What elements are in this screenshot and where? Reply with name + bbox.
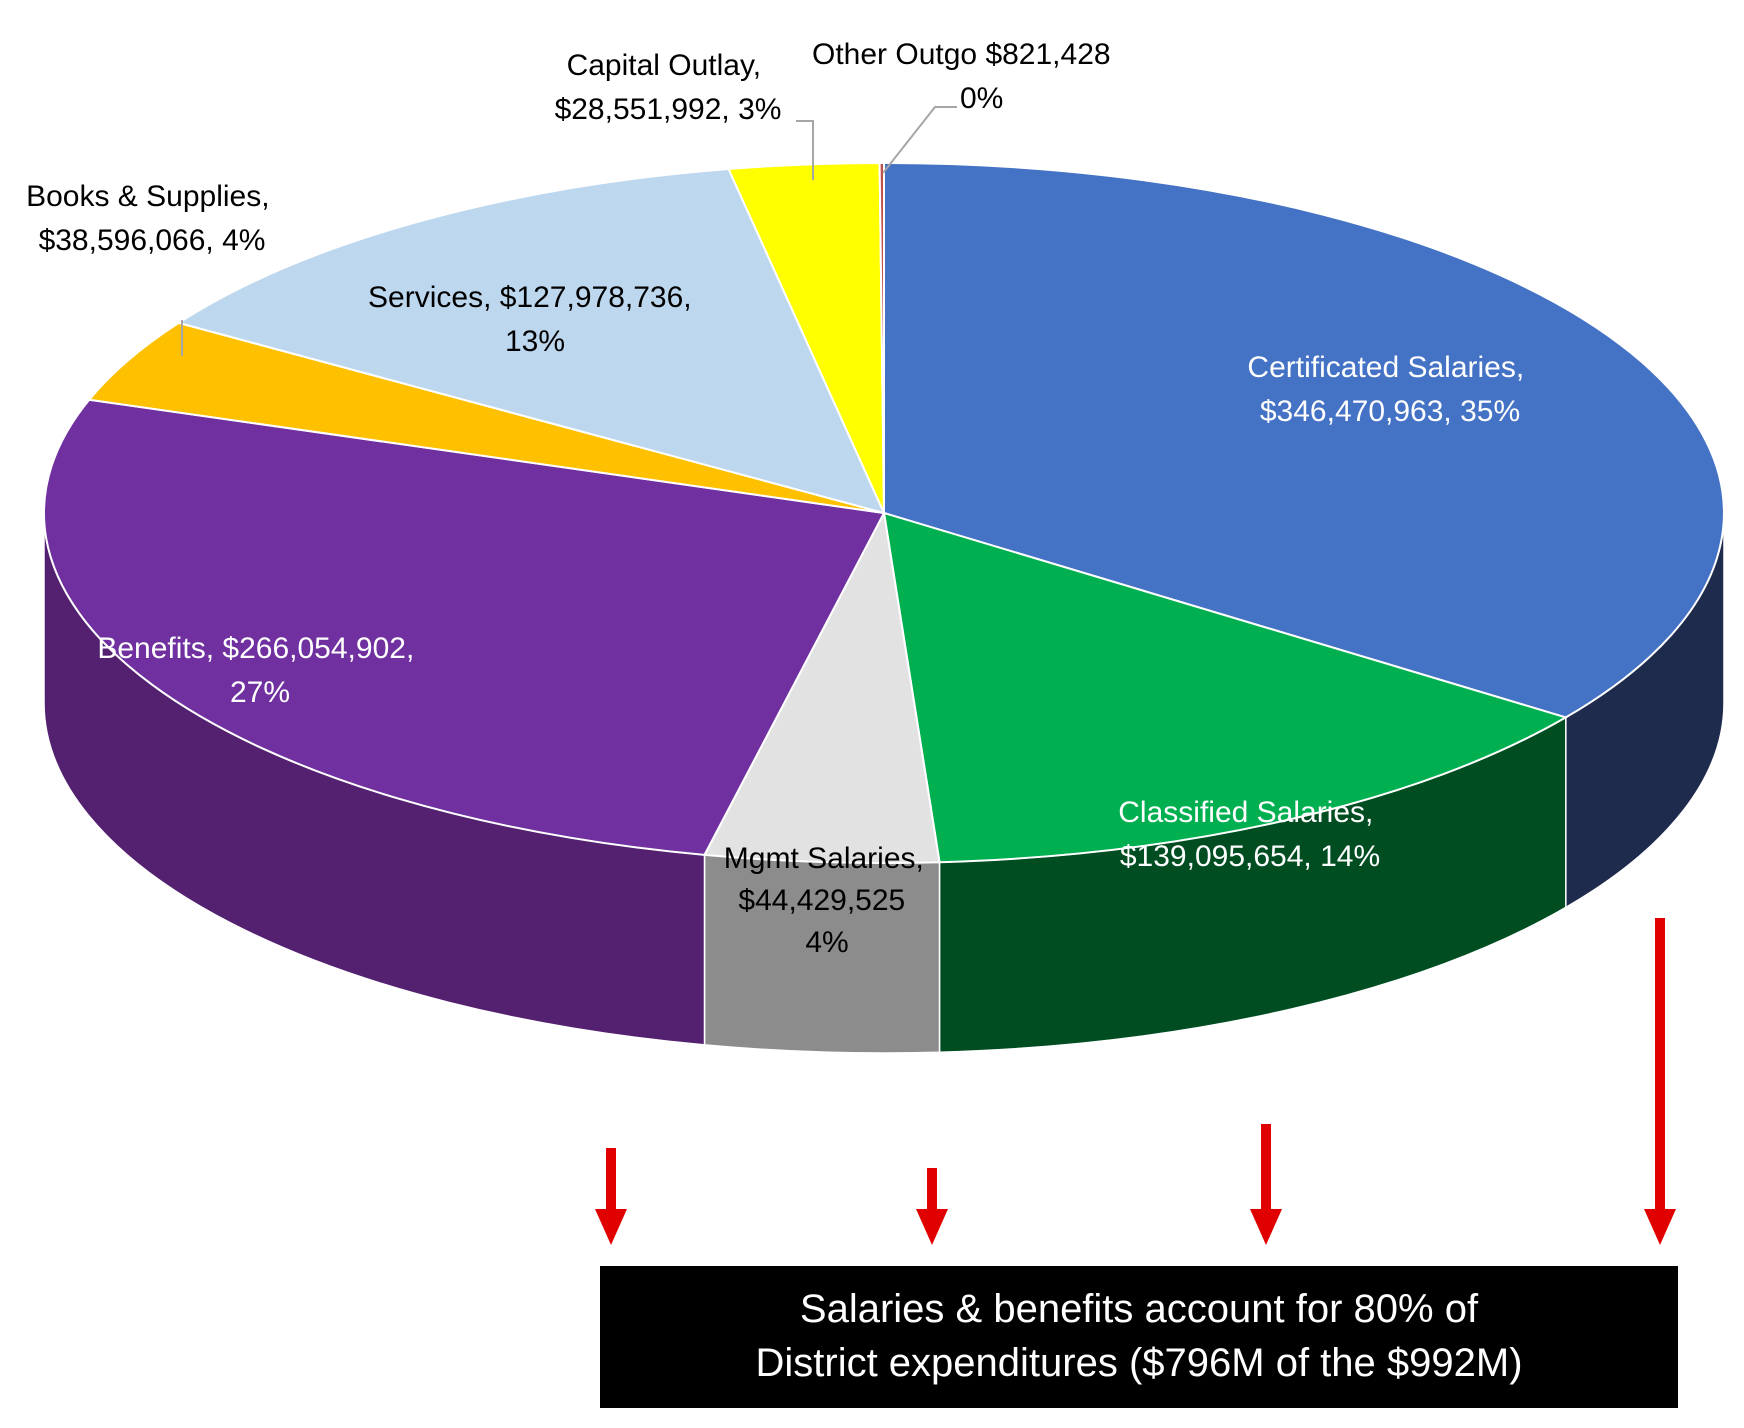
pie-tops	[43, 161, 1725, 864]
arrow-shaft-certificated	[1655, 918, 1665, 1211]
label-capital-amount-value: $28,551,992,	[555, 93, 730, 126]
label-other-line1: Other Outgo $821,428	[812, 38, 1111, 71]
slice-labels: Certificated Salaries, $346,470,963, 35%…	[26, 38, 1532, 959]
label-other-percent: 0%	[960, 82, 1003, 115]
arrow-head-benefits	[595, 1209, 627, 1245]
arrow-classified	[1250, 1124, 1282, 1245]
slice-certificated	[883, 161, 1725, 719]
label-capital-percent: 3%	[738, 93, 781, 126]
label-services: Services, $127,978,736, 13%	[368, 281, 700, 358]
label-other: Other Outgo $821,428 0%	[812, 38, 1119, 115]
arrow-shaft-benefits	[606, 1148, 616, 1211]
label-benefits: Benefits, $266,054,902, 27%	[97, 632, 422, 709]
label-classified-percent: 14%	[1320, 840, 1380, 873]
label-books-name: Books & Supplies,	[26, 180, 269, 213]
label-benefits-name: Benefits, $266,054,902,	[97, 632, 414, 665]
slice-mgmt	[702, 509, 941, 864]
label-capital-amount: $28,551,992, 3%	[555, 93, 782, 126]
label-certificated: Certificated Salaries, $346,470,963, 35%	[1247, 351, 1532, 428]
label-classified-name: Classified Salaries,	[1118, 796, 1373, 829]
arrow-shaft-mgmt	[927, 1168, 937, 1211]
label-classified-amount: $139,095,654, 14%	[1120, 840, 1380, 873]
leader-line-capital	[796, 120, 814, 180]
arrow-benefits	[595, 1148, 627, 1245]
pie-sides	[43, 512, 1725, 1054]
arrow-shaft-classified	[1261, 1124, 1271, 1211]
label-certificated-percent: 35%	[1460, 395, 1520, 428]
arrow-certificated	[1644, 918, 1676, 1245]
label-classified-amount-value: $139,095,654,	[1120, 840, 1312, 873]
callout-line-1: Salaries & benefits account for 80% of	[799, 1287, 1479, 1331]
slice-other	[878, 161, 885, 514]
label-classified: Classified Salaries, $139,095,654, 14%	[1118, 796, 1381, 873]
arrow-head-classified	[1250, 1209, 1282, 1245]
arrows	[595, 918, 1676, 1245]
label-capital: Capital Outlay, $28,551,992, 3%	[555, 49, 782, 126]
label-books-percent: 4%	[222, 224, 265, 257]
label-services-percent: 13%	[505, 325, 565, 358]
label-mgmt: Mgmt Salaries, $44,429,525 4%	[724, 842, 932, 959]
arrow-head-certificated	[1644, 1209, 1676, 1245]
label-other-amount: $821,428	[985, 38, 1110, 71]
slice-classified	[882, 511, 1569, 864]
arrow-mgmt	[916, 1168, 948, 1245]
slice-books	[87, 321, 885, 514]
summary-callout: Salaries & benefits account for 80% of D…	[600, 1266, 1678, 1408]
label-mgmt-name: Mgmt Salaries,	[724, 842, 924, 875]
label-certificated-name: Certificated Salaries,	[1247, 351, 1524, 384]
leader-line-other	[882, 106, 957, 174]
slice-services	[176, 167, 886, 515]
label-certificated-amount: $346,470,963, 35%	[1260, 395, 1520, 428]
callout-line-2: District expenditures ($796M of the $992…	[755, 1341, 1523, 1385]
label-capital-name: Capital Outlay,	[567, 49, 762, 82]
label-books-amount: $38,596,066, 4%	[39, 224, 266, 257]
label-books-amount-value: $38,596,066,	[39, 224, 214, 257]
label-mgmt-percent: 4%	[805, 926, 848, 959]
label-mgmt-amount: $44,429,525	[738, 884, 905, 917]
arrow-head-mgmt	[916, 1209, 948, 1245]
label-benefits-percent: 27%	[230, 676, 290, 709]
label-books: Books & Supplies, $38,596,066, 4%	[26, 180, 278, 257]
label-services-name: Services, $127,978,736,	[368, 281, 692, 314]
slice-benefits	[43, 398, 886, 856]
label-other-name: Other Outgo	[812, 38, 977, 71]
leader-lines	[181, 106, 957, 356]
label-certificated-amount-value: $346,470,963,	[1260, 395, 1452, 428]
